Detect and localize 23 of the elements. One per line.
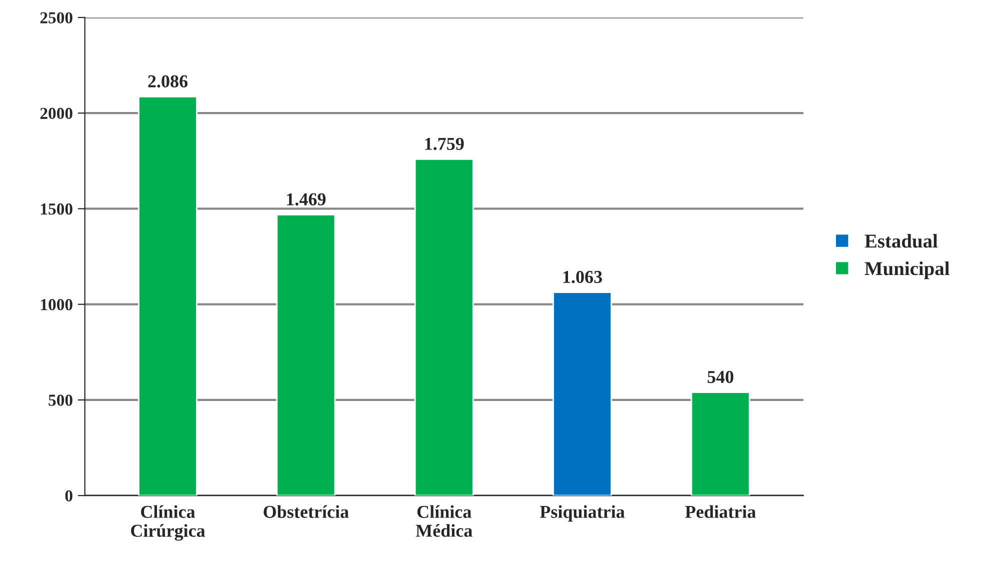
bar xyxy=(276,214,336,496)
x-tick-label: Pediatria xyxy=(685,505,756,518)
bar xyxy=(138,96,198,496)
y-tick-label: 2500 xyxy=(40,12,72,24)
bar xyxy=(690,392,750,496)
x-tick-label: Clínica Cirúrgica xyxy=(131,505,206,541)
data-label: 1.759 xyxy=(425,138,464,150)
bar xyxy=(552,292,612,496)
x-tick-label: Psiquiatria xyxy=(540,505,625,522)
y-tick-label: 1500 xyxy=(41,203,72,215)
x-tick-label: Clínica Médica xyxy=(416,505,472,537)
y-tick-label: 1000 xyxy=(41,299,72,310)
bar xyxy=(414,158,474,496)
x-tick-label: Obstetrícia xyxy=(264,505,349,518)
y-tick-label: 0 xyxy=(65,490,72,502)
legend-label: Municipal xyxy=(864,262,950,280)
data-label: 2.086 xyxy=(148,75,188,88)
data-label: 540 xyxy=(708,370,734,384)
y-tick-label: 500 xyxy=(48,394,72,406)
legend-label: Estadual xyxy=(864,234,938,248)
data-label: 1.063 xyxy=(563,270,602,284)
y-tick-label: 2000 xyxy=(40,108,72,120)
data-label: 1.469 xyxy=(287,193,326,206)
